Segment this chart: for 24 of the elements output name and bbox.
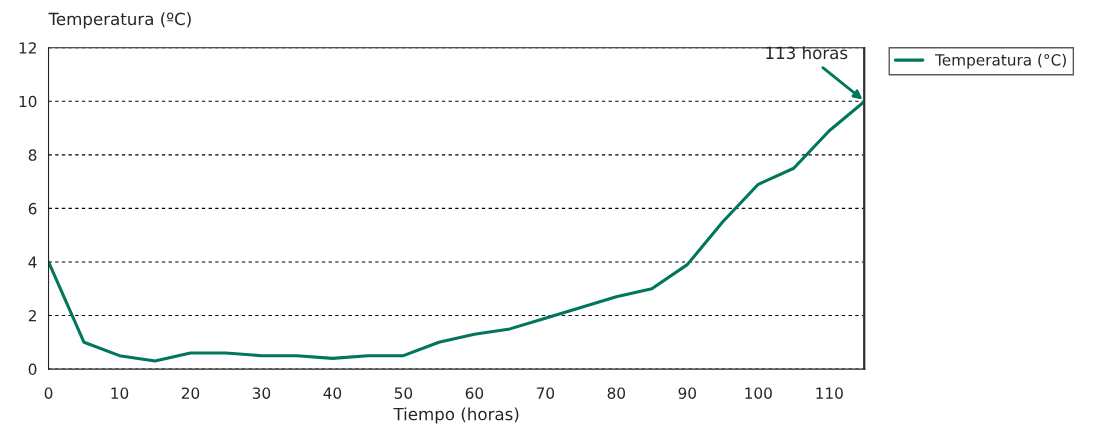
y-tick-label: 6 — [28, 202, 37, 215]
x-tick-label: 100 — [745, 387, 772, 399]
y-axis-title: Temperatura (ºC) — [48, 12, 191, 29]
y-tick-label: 4 — [28, 256, 37, 268]
y-tick-label: 10 — [19, 95, 37, 108]
line-series — [48, 99, 865, 363]
x-tick-label: 50 — [394, 387, 413, 399]
x-tick-label: 90 — [678, 387, 697, 399]
y-tick-label: 8 — [28, 149, 37, 161]
x-axis-title: Tiempo (horas) — [393, 407, 519, 424]
x-tick-label: 20 — [181, 387, 200, 399]
legend-label: Temperatura (°C) — [935, 53, 1066, 69]
y-tick-label: 12 — [19, 42, 36, 54]
x-tick-label: 40 — [323, 387, 342, 399]
x-tick-label: 110 — [816, 387, 843, 399]
annotation: 113 horas — [766, 46, 848, 60]
x-tick-label: 70 — [536, 387, 555, 399]
x-tick-label: 30 — [252, 387, 271, 399]
x-tick-label: 60 — [465, 387, 484, 399]
x-tick-label: 10 — [111, 387, 129, 399]
y-tick-label: 2 — [28, 309, 36, 322]
x-tick-label: 0 — [44, 387, 53, 399]
y-tick-label: 0 — [28, 363, 37, 376]
x-tick-label: 80 — [607, 387, 626, 399]
